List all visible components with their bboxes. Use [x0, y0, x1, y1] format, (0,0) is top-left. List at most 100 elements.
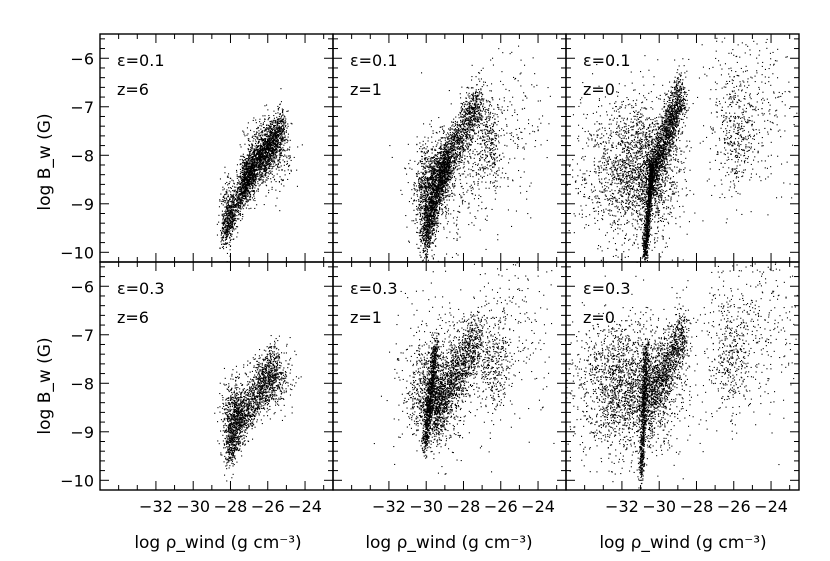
data-point: [261, 148, 263, 150]
data-point: [253, 172, 255, 174]
data-point: [234, 218, 236, 220]
data-point: [249, 155, 251, 157]
data-point: [225, 224, 227, 226]
data-point: [243, 187, 245, 189]
data-point: [267, 140, 269, 142]
data-point: [259, 121, 261, 123]
data-point: [283, 132, 285, 134]
data-point: [239, 197, 241, 199]
data-point: [267, 128, 269, 130]
data-point: [241, 184, 243, 186]
data-point: [226, 191, 228, 193]
data-point: [264, 169, 266, 171]
data-point: [231, 233, 233, 235]
data-point: [244, 162, 246, 164]
data-point: [270, 124, 272, 126]
data-point: [458, 117, 460, 119]
data-point: [457, 131, 459, 133]
data-point: [432, 209, 434, 211]
data-point: [468, 92, 470, 94]
data-point: [238, 218, 240, 220]
data-point: [219, 178, 221, 180]
data-point: [283, 144, 285, 146]
data-point: [432, 170, 434, 172]
data-point: [436, 174, 438, 176]
data-point: [278, 128, 280, 130]
data-point: [439, 183, 441, 185]
data-point: [267, 159, 269, 161]
data-point: [239, 164, 241, 166]
data-point: [435, 189, 437, 191]
data-point: [245, 171, 247, 173]
data-point: [280, 129, 282, 131]
data-point: [243, 186, 245, 188]
data-point: [249, 162, 251, 164]
data-point: [277, 134, 279, 136]
data-point: [450, 152, 452, 154]
data-point: [435, 177, 437, 179]
data-point: [244, 186, 246, 188]
data-point: [229, 240, 231, 242]
data-point: [269, 126, 271, 128]
data-point: [417, 232, 419, 234]
data-point: [255, 155, 257, 157]
data-point: [481, 98, 483, 100]
data-point: [280, 137, 282, 139]
data-point: [277, 105, 279, 107]
data-point: [236, 206, 238, 208]
data-point: [435, 207, 437, 209]
data-point: [430, 237, 432, 239]
data-point: [226, 202, 228, 204]
data-point: [244, 174, 246, 176]
data-point: [441, 161, 443, 163]
data-point: [256, 131, 258, 133]
data-point: [282, 136, 284, 138]
data-point: [240, 188, 242, 190]
data-point: [226, 206, 228, 208]
data-point: [270, 150, 272, 152]
data-point: [252, 152, 254, 154]
data-point: [287, 125, 289, 127]
data-point: [277, 139, 279, 141]
data-point: [282, 137, 284, 139]
data-point: [262, 162, 264, 164]
data-point: [233, 214, 235, 216]
data-point: [226, 229, 228, 231]
data-point: [258, 165, 260, 167]
data-point: [269, 148, 271, 150]
data-point: [244, 143, 246, 145]
data-point: [249, 161, 251, 163]
data-point: [262, 172, 264, 174]
data-point: [429, 232, 431, 234]
data-point: [270, 126, 272, 128]
data-point: [438, 198, 440, 200]
data-point: [431, 230, 433, 232]
data-point: [237, 232, 239, 234]
data-point: [275, 145, 277, 147]
data-point: [269, 156, 271, 158]
data-point: [275, 144, 277, 146]
data-point: [272, 139, 274, 141]
data-point: [222, 199, 224, 201]
data-point: [261, 172, 263, 174]
data-point: [259, 167, 261, 169]
data-point: [251, 162, 253, 164]
data-point: [255, 185, 257, 187]
data-point: [239, 207, 241, 209]
data-point: [239, 194, 241, 196]
data-point: [224, 232, 226, 234]
data-point: [229, 197, 231, 199]
data-point: [286, 142, 288, 144]
data-point: [282, 121, 284, 123]
data-point: [278, 129, 280, 131]
data-point: [279, 137, 281, 139]
data-point: [239, 168, 241, 170]
data-point: [474, 119, 476, 121]
data-point: [433, 232, 435, 234]
data-point: [241, 166, 243, 168]
data-point: [422, 252, 424, 254]
data-point: [263, 157, 265, 159]
data-point: [283, 161, 285, 163]
data-point: [271, 140, 273, 142]
data-point: [268, 192, 270, 194]
